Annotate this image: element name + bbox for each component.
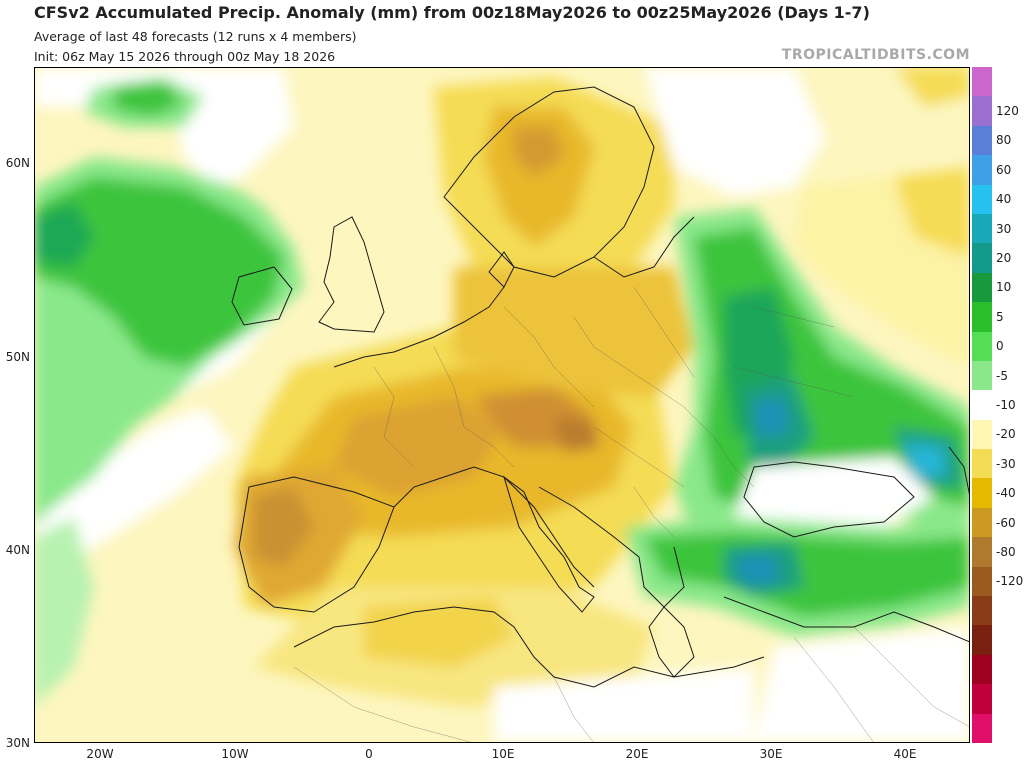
lon-label-10e: 10E <box>491 747 515 761</box>
colorbar-swatch <box>972 684 992 715</box>
colorbar-swatch <box>972 155 992 186</box>
lat-label-50n: 50N <box>5 350 30 364</box>
colorbar-label: 5 <box>996 309 1004 324</box>
colorbar-label: 30 <box>996 221 1012 236</box>
precip-anomaly-map <box>34 67 970 743</box>
colorbar-swatch <box>972 272 992 303</box>
lon-label-40e: 40E <box>893 747 917 761</box>
north-africa-coast <box>293 606 765 688</box>
map-subtitle-ensemble: Average of last 48 forecasts (12 runs x … <box>34 29 357 44</box>
colorbar-swatch <box>972 449 992 479</box>
colorbar-swatch <box>972 243 992 274</box>
great-britain-coast <box>318 216 385 333</box>
map-title: CFSv2 Accumulated Precip. Anomaly (mm) f… <box>34 3 870 22</box>
colorbar-swatch <box>972 360 992 391</box>
colorbar-label: -10 <box>996 398 1016 412</box>
ireland-coast <box>231 266 293 326</box>
lat-label-30n: 30N <box>5 736 30 750</box>
colorbar-label: 20 <box>996 251 1012 266</box>
colorbar-label: 60 <box>996 162 1012 177</box>
lon-label-0: 0 <box>365 747 373 761</box>
colorbar-label: 10 <box>996 280 1012 295</box>
colorbar-label: -60 <box>996 515 1016 530</box>
map-subtitle-init: Init: 06z May 15 2026 through 00z May 18… <box>34 49 336 64</box>
colorbar-swatch <box>972 302 992 333</box>
colorbar-swatch <box>972 654 992 685</box>
national-borders <box>293 286 970 743</box>
colorbar-label: 40 <box>996 192 1012 207</box>
colorbar-label: 0 <box>996 339 1004 354</box>
colorbar-swatch <box>972 713 992 744</box>
italy-coast <box>503 475 595 613</box>
lon-label-20e: 20E <box>625 747 649 761</box>
colorbar-swatch <box>972 566 992 597</box>
colorbar-label: 120 <box>996 104 1019 119</box>
colorbar-label: -30 <box>996 456 1016 471</box>
lat-label-60n: 60N <box>5 156 30 170</box>
colorbar-swatch <box>972 390 992 421</box>
colorbar-swatch <box>972 67 992 97</box>
northeast-near-normal <box>644 67 834 197</box>
colorbar-label: -40 <box>996 486 1016 501</box>
colorbar-swatch <box>972 419 992 450</box>
colorbar-label: -5 <box>996 368 1008 383</box>
colorbar-swatch <box>972 213 992 244</box>
scandinavia-coast <box>443 86 655 278</box>
lon-label-20w: 20W <box>86 747 114 761</box>
colorbar-label: -20 <box>996 427 1016 442</box>
colorbar-label: 80 <box>996 133 1012 148</box>
colorbar-swatch <box>972 125 992 156</box>
colorbar-swatch <box>972 478 992 509</box>
colorbar <box>972 67 992 744</box>
colorbar-label: -120 <box>996 574 1024 589</box>
black-sea-coast <box>743 461 915 538</box>
brand-watermark: TROPICALTIDBITS.COM <box>781 47 970 63</box>
colorbar-swatch <box>972 184 992 215</box>
colorbar-swatch <box>972 596 992 626</box>
colorbar-swatch <box>972 537 992 568</box>
colorbar-label: -80 <box>996 544 1016 559</box>
iberia-coast <box>238 476 395 613</box>
lon-label-10w: 10W <box>221 747 249 761</box>
lat-label-40n: 40N <box>5 543 30 557</box>
colorbar-swatch <box>972 331 992 362</box>
colorbar-swatch <box>972 507 992 538</box>
lon-label-30e: 30E <box>759 747 783 761</box>
colorbar-swatch <box>972 96 992 127</box>
colorbar-swatch <box>972 625 992 656</box>
